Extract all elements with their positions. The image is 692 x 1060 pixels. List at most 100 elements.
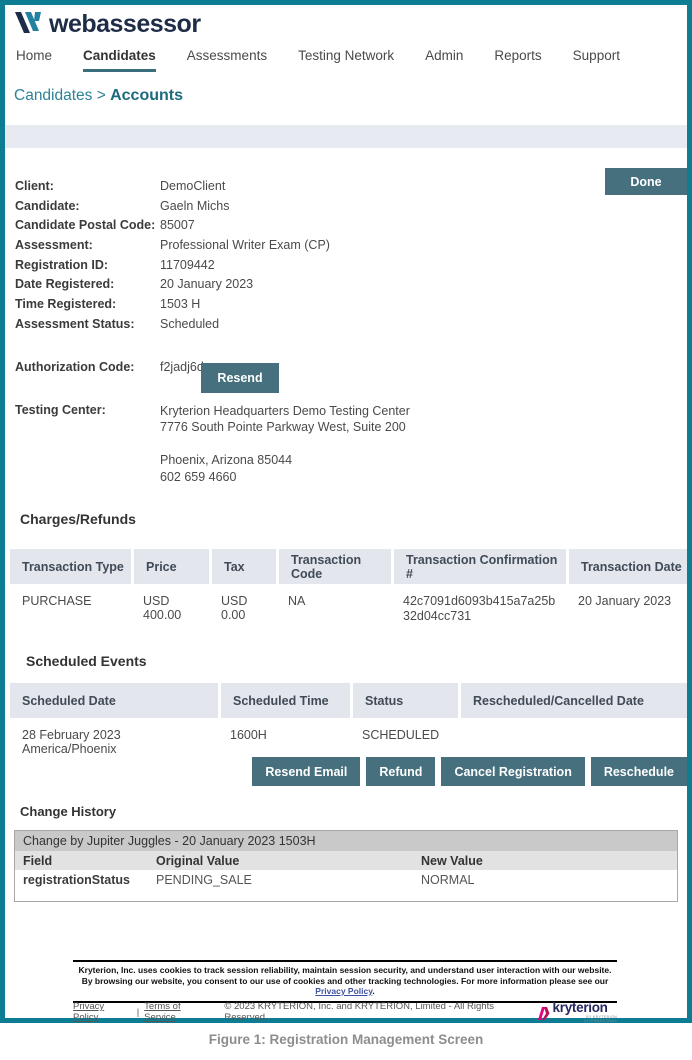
field-label: Time Registered: <box>15 296 117 311</box>
detail-row-postal-code: Candidate Postal Code: 85007 <box>15 215 330 235</box>
kryterion-logo[interactable]: kryterion BY KRYTERION INTERNATIONAL <box>537 999 618 1023</box>
testing-center-line: 7776 South Pointe Parkway West, Suite 20… <box>160 420 406 435</box>
testing-center-line <box>160 436 410 452</box>
privacy-policy-link[interactable]: Privacy Policy <box>315 986 373 996</box>
price-cell: USD 400.00 <box>143 594 182 622</box>
kryterion-logo-tagline: BY KRYTERION INTERNATIONAL <box>584 1014 618 1023</box>
cookie-notice-period: . <box>372 986 375 996</box>
status-cell: SCHEDULED <box>362 728 440 742</box>
charges-refunds-title: Charges/Refunds <box>20 511 136 527</box>
field-label: Testing Center: <box>15 403 106 417</box>
change-history-header-row: Field Original Value New Value <box>15 851 677 870</box>
field-value: 11709442 <box>160 257 215 272</box>
cookie-notice: Kryterion, Inc. uses cookies to track se… <box>73 960 617 1003</box>
breadcrumb-separator: > <box>92 87 111 104</box>
column-header: New Value <box>421 853 483 868</box>
original-value-cell: PENDING_SALE <box>156 872 252 887</box>
rescheduled-cancelled-date-cell <box>458 718 687 756</box>
detail-row-assessment: Assessment: Professional Writer Exam (CP… <box>15 235 330 255</box>
transaction-type-cell: PURCHASE <box>22 594 92 608</box>
nav-item-candidates[interactable]: Candidates <box>83 48 156 72</box>
scheduled-events-table: Scheduled Date Scheduled Time Status Res… <box>10 683 687 756</box>
nav-item-home[interactable]: Home <box>16 48 53 63</box>
detail-row-registration-id: Registration ID: 11709442 <box>15 255 330 275</box>
page-frame: webassessor Home Candidates Assessments … <box>0 0 692 1023</box>
field-name-cell: registrationStatus <box>23 872 130 887</box>
done-button[interactable]: Done <box>605 168 687 195</box>
resend-button[interactable]: Resend <box>201 363 279 393</box>
footer-bar: Privacy Policy | Terms of Service © 2023… <box>73 999 618 1023</box>
field-value: 1503 H <box>160 296 201 311</box>
field-label: Date Registered: <box>15 277 115 292</box>
table-row: registrationStatus PENDING_SALE NORMAL <box>15 870 677 889</box>
detail-row-date-registered: Date Registered: 20 January 2023 <box>15 274 330 294</box>
cancel-registration-button[interactable]: Cancel Registration <box>441 757 585 786</box>
breadcrumb: Candidates > Accounts <box>14 87 183 105</box>
webassessor-logo[interactable]: webassessor <box>14 9 201 40</box>
field-label: Assessment: <box>15 237 93 252</box>
nav-item-assessments[interactable]: Assessments <box>186 48 268 63</box>
column-header: Transaction Confirmation # <box>391 549 566 584</box>
table-row: PURCHASE USD 400.00 USD 0.00 NA 42c7091d… <box>10 584 687 624</box>
registration-actions: Resend Email Refund Cancel Registration … <box>252 757 687 786</box>
detail-row-authorization-code: Authorization Code: f2jadj6d <box>15 360 204 374</box>
change-history-group-header: Change by Jupiter Juggles - 20 January 2… <box>15 831 677 851</box>
resend-email-button[interactable]: Resend Email <box>252 757 361 786</box>
column-header: Transaction Code <box>276 549 391 584</box>
column-header: Original Value <box>156 853 240 868</box>
field-label: Candidate: <box>15 198 80 213</box>
footer-privacy-policy-link[interactable]: Privacy Policy <box>73 1001 105 1023</box>
nav-item-admin[interactable]: Admin <box>425 48 464 63</box>
registration-details: Client: DemoClient Candidate: Gaeln Mich… <box>15 176 330 334</box>
webassessor-logo-icon <box>14 9 47 40</box>
nav-item-testing-network[interactable]: Testing Network <box>298 48 395 63</box>
scheduled-events-title: Scheduled Events <box>26 653 147 669</box>
new-value-cell: NORMAL <box>421 872 475 887</box>
field-value: Gaeln Michs <box>160 198 230 213</box>
field-label: Client: <box>15 178 54 193</box>
testing-center-line: 602 659 4660 <box>160 469 237 484</box>
field-label: Assessment Status: <box>15 316 135 331</box>
detail-row-client: Client: DemoClient <box>15 176 330 196</box>
footer-link-separator: | <box>136 1006 140 1018</box>
cookie-notice-text: Kryterion, Inc. uses cookies to track se… <box>78 965 612 986</box>
detail-row-testing-center: Testing Center: Kryterion Headquarters D… <box>15 403 410 485</box>
nav-item-reports[interactable]: Reports <box>494 48 542 63</box>
column-header: Rescheduled/Cancelled Date <box>458 683 687 718</box>
detail-row-assessment-status: Assessment Status: Scheduled <box>15 314 330 334</box>
column-header: Transaction Date <box>566 549 687 584</box>
main-nav: Home Candidates Assessments Testing Netw… <box>16 48 620 72</box>
testing-center-address: Kryterion Headquarters Demo Testing Cent… <box>160 403 410 485</box>
figure-caption: Figure 1: Registration Management Screen <box>208 1032 484 1047</box>
scheduled-time-cell: 1600H <box>230 728 267 742</box>
authorization-code-value: f2jadj6d <box>160 360 204 374</box>
transaction-confirmation-cell: 42c7091d6093b415a7a25b32d04cc731 <box>403 594 556 623</box>
refund-button[interactable]: Refund <box>366 757 436 786</box>
transaction-code-cell: NA <box>288 594 306 608</box>
testing-center-line: Kryterion Headquarters Demo Testing Cent… <box>160 404 410 418</box>
charges-table-header: Transaction Type Price Tax Transaction C… <box>10 549 687 584</box>
detail-row-candidate: Candidate: Gaeln Michs <box>15 196 330 216</box>
kryterion-logo-text: kryterion <box>552 999 608 1015</box>
table-row: 28 February 2023 America/Phoenix 1600H S… <box>10 718 687 756</box>
reschedule-button[interactable]: Reschedule <box>590 757 687 786</box>
nav-item-support[interactable]: Support <box>572 48 620 63</box>
field-value: Scheduled <box>160 316 220 331</box>
field-label: Candidate Postal Code: <box>15 218 156 233</box>
transaction-date-cell: 20 January 2023 <box>578 594 672 608</box>
field-value: 20 January 2023 <box>160 277 254 292</box>
breadcrumb-parent[interactable]: Candidates <box>14 87 93 104</box>
column-header: Scheduled Date <box>22 693 116 708</box>
webassessor-logo-text: webassessor <box>49 10 201 38</box>
detail-row-time-registered: Time Registered: 1503 H <box>15 294 330 314</box>
column-header: Status <box>350 683 458 718</box>
field-value: DemoClient <box>160 178 226 193</box>
field-label: Registration ID: <box>15 257 109 272</box>
column-header: Scheduled Time <box>218 683 350 718</box>
scheduled-date-cell: 28 February 2023 America/Phoenix <box>22 728 121 756</box>
testing-center-line: Phoenix, Arizona 85044 <box>160 453 293 468</box>
change-history-table: Change by Jupiter Juggles - 20 January 2… <box>14 830 678 902</box>
footer-terms-of-service-link[interactable]: Terms of Service <box>144 1001 181 1023</box>
field-value: Professional Writer Exam (CP) <box>160 237 330 252</box>
column-header: Transaction Type <box>22 559 124 574</box>
